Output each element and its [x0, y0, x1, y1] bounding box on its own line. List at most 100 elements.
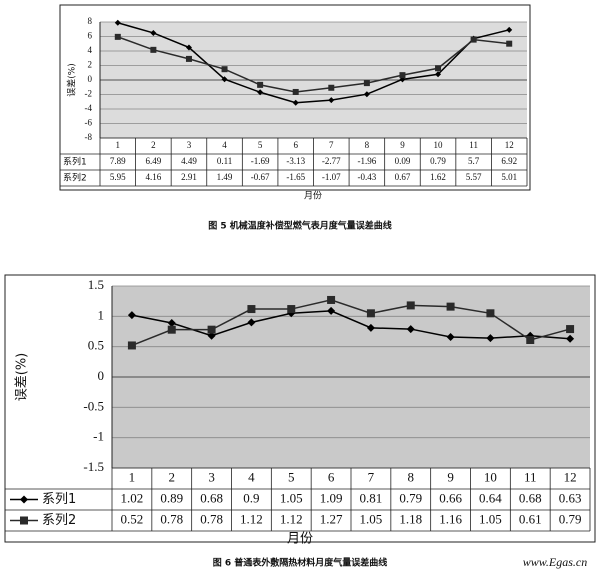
x-tick-label: 5 [258, 140, 263, 150]
chart-frame [4, 274, 596, 543]
data-label: 0.89 [160, 490, 183, 505]
data-label: 0.79 [399, 490, 422, 505]
data-label: 0.64 [479, 490, 502, 505]
y-tick-label: 6 [88, 31, 93, 41]
point [292, 88, 299, 95]
legend-label: 系列2 [63, 172, 87, 184]
point [446, 302, 455, 311]
point [127, 341, 136, 350]
y-tick-label: -1 [93, 429, 104, 444]
x-tick-label: 4 [222, 140, 227, 150]
x-tick-label: 1 [129, 469, 136, 484]
point [185, 55, 192, 62]
data-label: 5.7 [468, 156, 480, 166]
data-label: 0.66 [439, 490, 462, 505]
point [287, 305, 296, 314]
series-line [131, 310, 571, 340]
point [207, 331, 216, 340]
x-tick-label: 8 [408, 469, 415, 484]
point [406, 325, 415, 334]
data-label: -1.07 [322, 172, 341, 182]
point [114, 19, 121, 26]
x-tick-label: 9 [447, 469, 454, 484]
x-tick-label: 7 [368, 469, 375, 484]
x-tick-label: 1 [116, 140, 121, 150]
data-label: 1.62 [430, 172, 446, 182]
data-label: -3.13 [286, 156, 305, 166]
data-label: 0.9 [243, 490, 259, 505]
point [328, 84, 335, 91]
data-label: 0.63 [559, 490, 582, 505]
point [526, 335, 535, 344]
point [150, 46, 157, 53]
point [327, 295, 336, 304]
data-label: -0.43 [358, 172, 377, 182]
data-label: -1.69 [251, 156, 270, 166]
data-label: 5.57 [466, 172, 482, 182]
x-tick-label: 10 [484, 469, 497, 484]
data-label: 1.12 [240, 511, 263, 526]
y-tick-label: 0.5 [88, 338, 104, 353]
series-line [117, 36, 510, 93]
data-label: 0.61 [519, 511, 542, 526]
data-label: -2.77 [322, 156, 341, 166]
x-tick-label: 12 [564, 469, 577, 484]
watermark: www.Egas.cn [523, 555, 587, 569]
data-label: 0.68 [519, 490, 542, 505]
data-label: 0.11 [217, 156, 232, 166]
y-tick-label: -2 [85, 89, 93, 99]
data-label: 1.05 [360, 511, 383, 526]
point [506, 40, 513, 47]
point [257, 81, 264, 88]
y-tick-label: 8 [88, 16, 93, 26]
data-label: 4.49 [181, 156, 197, 166]
x-tick-label: 5 [288, 469, 295, 484]
x-tick-label: 3 [208, 469, 215, 484]
y-tick-label: 0 [88, 74, 93, 84]
data-label: 1.12 [280, 511, 303, 526]
x-tick-label: 2 [169, 469, 176, 484]
point [221, 76, 228, 83]
data-label: 1.27 [320, 511, 343, 526]
legend-label: 系列2 [42, 513, 76, 528]
data-label: 1.05 [479, 511, 502, 526]
data-label: 0.68 [200, 490, 223, 505]
x-axis-title: 月份 [287, 532, 313, 547]
data-label: 0.78 [200, 511, 223, 526]
point [20, 495, 28, 504]
legend-label: 系列1 [63, 156, 87, 168]
data-label: 0.79 [559, 511, 582, 526]
point [150, 29, 157, 36]
data-label: -1.65 [286, 172, 305, 182]
data-label: 1.49 [217, 172, 233, 182]
data-label: 5.95 [110, 172, 126, 182]
point [486, 309, 495, 318]
data-label: 2.91 [181, 172, 197, 182]
point [327, 306, 336, 315]
point [257, 89, 264, 96]
data-label: 0.67 [395, 172, 411, 182]
x-tick-label: 2 [151, 140, 156, 150]
x-tick-label: 7 [329, 140, 334, 150]
x-tick-label: 8 [365, 140, 370, 150]
data-label: 6.92 [501, 156, 517, 166]
y-tick-label: -6 [85, 118, 93, 128]
point [486, 334, 495, 343]
data-label: 1.09 [320, 490, 343, 505]
data-label: 1.16 [439, 511, 462, 526]
chart-caption: 图 6 普通表外敷隔热材料月度气量误差曲线 [213, 557, 388, 569]
data-label: 0.78 [160, 511, 183, 526]
point [446, 332, 455, 341]
point [247, 305, 256, 314]
data-label: 4.16 [146, 172, 162, 182]
x-tick-label: 11 [524, 469, 537, 484]
x-tick-label: 10 [434, 140, 444, 150]
data-label: -0.67 [251, 172, 270, 182]
point [506, 26, 513, 33]
point [167, 319, 176, 328]
y-tick-label: 2 [88, 60, 93, 70]
data-label: 1.18 [399, 511, 422, 526]
y-tick-label: 1 [98, 307, 105, 322]
data-label: -1.96 [358, 156, 377, 166]
point [406, 301, 415, 310]
